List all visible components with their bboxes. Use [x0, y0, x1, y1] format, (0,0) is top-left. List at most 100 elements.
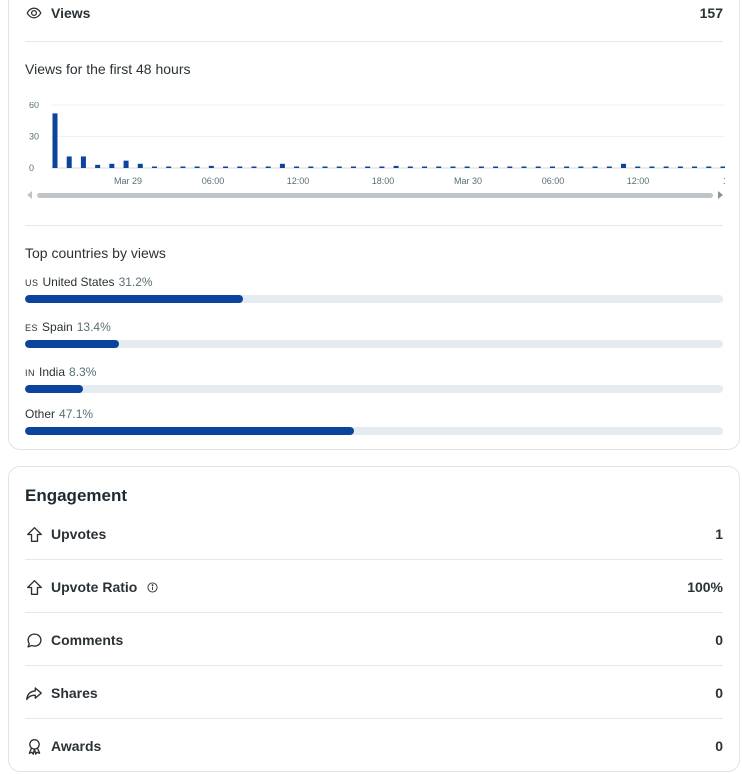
chart-scrollbar[interactable]: [25, 190, 725, 200]
chart-bar[interactable]: [265, 166, 271, 169]
chart-bar[interactable]: [478, 166, 484, 169]
chart-bar[interactable]: [237, 166, 243, 169]
chart-bar[interactable]: [606, 166, 612, 169]
country-progress-bar: [25, 340, 723, 348]
chart-bar[interactable]: [123, 160, 129, 168]
country-row: Other 47.1%: [25, 407, 723, 435]
engagement-row-comments: Comments 0: [25, 631, 723, 649]
chart-bar[interactable]: [137, 163, 143, 168]
country-label: Other 47.1%: [25, 407, 723, 421]
chart-bar[interactable]: [379, 166, 385, 169]
chart-bar[interactable]: [95, 164, 101, 168]
engagement-value: 1: [715, 526, 723, 542]
divider: [25, 225, 723, 226]
info-icon[interactable]: [147, 581, 158, 593]
chart-bar[interactable]: [336, 166, 342, 169]
chart-bar[interactable]: [166, 166, 172, 169]
chart-bar[interactable]: [635, 166, 641, 169]
country-percent: 31.2%: [118, 275, 153, 289]
chart-bar[interactable]: [322, 166, 328, 169]
chart-bar[interactable]: [80, 156, 86, 168]
chart-bar[interactable]: [578, 166, 584, 169]
chart-bar[interactable]: [649, 166, 655, 169]
chart-bar[interactable]: [251, 166, 257, 169]
chart-bar[interactable]: [720, 166, 726, 169]
upvote-arrow-icon: [25, 525, 43, 543]
country-name: India: [39, 365, 66, 379]
country-progress-fill: [25, 385, 83, 393]
chart-bar[interactable]: [109, 163, 115, 168]
views-card: Views 157 Views for the first 48 hours 6…: [8, 0, 740, 450]
scroll-right-icon[interactable]: [718, 191, 723, 199]
engagement-label: Upvote Ratio: [51, 579, 138, 595]
y-tick-label: 0: [29, 163, 34, 173]
engagement-row-upvotes: Upvotes 1: [25, 525, 723, 543]
chart-bar[interactable]: [365, 166, 371, 169]
chart-bar[interactable]: [180, 166, 186, 169]
engagement-row-shares: Shares 0: [25, 684, 723, 702]
divider: [25, 559, 723, 560]
chart-bar[interactable]: [677, 166, 683, 169]
country-name: Other: [25, 407, 56, 421]
country-progress-fill: [25, 295, 243, 303]
country-row: US United States 31.2%: [25, 275, 723, 303]
chart-title: Views for the first 48 hours: [25, 61, 191, 77]
x-tick-label: 06:00: [202, 176, 225, 186]
chart-bar[interactable]: [706, 166, 712, 169]
award-icon: [25, 737, 43, 755]
chart-bar[interactable]: [621, 163, 627, 168]
scroll-left-icon[interactable]: [27, 191, 32, 199]
chart-bar[interactable]: [663, 166, 669, 169]
chart-bar[interactable]: [223, 166, 229, 169]
chart-bar[interactable]: [507, 166, 513, 169]
x-tick-label: 12:00: [627, 176, 650, 186]
x-tick-label: Mar 30: [454, 176, 482, 186]
chart-bar[interactable]: [592, 166, 598, 169]
x-tick-label: Mar 29: [114, 176, 142, 186]
chart-bar[interactable]: [407, 166, 413, 169]
chart-bar[interactable]: [564, 166, 570, 169]
chart-bar[interactable]: [208, 165, 214, 168]
chart-bar[interactable]: [450, 166, 456, 169]
chart-bar[interactable]: [194, 166, 200, 169]
country-label: US United States 31.2%: [25, 275, 723, 289]
chart-bar[interactable]: [493, 166, 499, 169]
chart-bar[interactable]: [279, 163, 285, 168]
chart-bar[interactable]: [350, 166, 356, 169]
chart-bar[interactable]: [436, 166, 442, 169]
country-code: IN: [25, 368, 35, 378]
x-tick-label: 18:: [723, 176, 725, 186]
chart-bar[interactable]: [308, 166, 314, 169]
country-name: United States: [42, 275, 115, 289]
chart-bar[interactable]: [692, 166, 698, 169]
chart-bar[interactable]: [535, 166, 541, 169]
divider: [25, 41, 723, 42]
views-label: Views: [51, 5, 91, 21]
scrollbar-thumb[interactable]: [37, 193, 713, 198]
country-label: ES Spain 13.4%: [25, 320, 723, 334]
chart-bar[interactable]: [422, 166, 428, 169]
engagement-row-awards: Awards 0: [25, 737, 723, 755]
chart-bar[interactable]: [294, 166, 300, 169]
country-progress-bar: [25, 385, 723, 393]
chart-bar[interactable]: [521, 166, 527, 169]
chart-bar[interactable]: [393, 165, 399, 168]
views-chart-svg: 60 30 0 Mar 29 06:00 12:00 18:00 Mar 30 06:00 12:…: [29, 102, 726, 186]
chart-bar[interactable]: [66, 156, 72, 168]
engagement-row-upvote-ratio: Upvote Ratio 100%: [25, 578, 723, 596]
engagement-label: Awards: [51, 738, 102, 754]
chart-bar[interactable]: [52, 113, 58, 168]
chart-bar[interactable]: [549, 166, 555, 169]
engagement-label: Upvotes: [51, 526, 107, 542]
country-name: Spain: [42, 320, 73, 334]
country-percent: 47.1%: [59, 407, 94, 421]
engagement-label: Shares: [51, 685, 98, 701]
chart-bar[interactable]: [464, 166, 470, 169]
x-tick-label: 12:00: [287, 176, 310, 186]
chart-bar[interactable]: [151, 166, 157, 169]
engagement-label: Comments: [51, 632, 124, 648]
country-progress-fill: [25, 340, 119, 348]
country-code: ES: [25, 323, 39, 333]
engagement-value: 0: [715, 632, 723, 648]
country-row: IN India 8.3%: [25, 365, 723, 393]
